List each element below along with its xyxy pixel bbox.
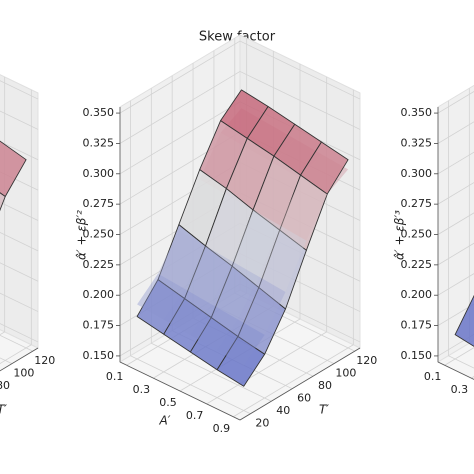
panel: 0.1500.1750.2000.2250.2500.2750.3000.325… xyxy=(0,74,55,417)
z-grid-line xyxy=(0,110,39,130)
z-grid-line xyxy=(119,101,241,175)
z-grid-line xyxy=(0,171,39,191)
z-grid-line xyxy=(437,91,474,114)
surface-patch xyxy=(216,336,266,387)
z-tick-label: 0.200 xyxy=(401,288,433,301)
axis-line xyxy=(119,361,241,421)
z-tick-label: 0.225 xyxy=(83,258,115,271)
z-grid-line xyxy=(437,182,474,205)
z-tick-label: 0.300 xyxy=(401,167,433,180)
z-grid-line xyxy=(437,151,474,175)
y-tick-label: 80 xyxy=(318,379,332,392)
x-tick-label: 0.3 xyxy=(451,383,469,396)
z-tick-label: 0.225 xyxy=(401,258,433,271)
x-tick-label: 0.9 xyxy=(213,422,231,435)
y-tick-label: 20 xyxy=(255,417,269,430)
x-tick-label: 0.1 xyxy=(106,370,124,383)
z-grid-line xyxy=(437,303,474,326)
z-axis-label: α̂′ + εβ′³ xyxy=(393,210,407,260)
x-tick-label: 0.7 xyxy=(186,409,204,422)
x-tick-label: 0.1 xyxy=(424,370,442,383)
y-axis-label: T′ xyxy=(319,403,329,417)
z-tick-label: 0.250 xyxy=(401,228,433,241)
z-grid-line xyxy=(0,323,39,343)
y-tick-label: 40 xyxy=(276,404,290,417)
surface-patch xyxy=(211,261,259,320)
y-tick-label: 120 xyxy=(356,354,377,367)
z-grid-line xyxy=(0,140,39,161)
panel: 0.150 0.175 0.200 0.225 0.250 0.275 0.300 0.325… xyxy=(393,84,474,396)
x-grid-line xyxy=(206,331,327,405)
y-grid-line xyxy=(130,355,251,415)
z-tick-label: 0.325 xyxy=(83,136,115,149)
x-grid-line xyxy=(0,344,32,365)
z-grid-line xyxy=(437,121,474,144)
y-tick-label: 120 xyxy=(34,354,55,367)
z-grid-line xyxy=(0,262,39,282)
surface-patch xyxy=(0,192,6,212)
surface-patch xyxy=(237,276,286,335)
panel: 0.150 0.175 0.200 0.225 0.250 0.275 0.300 0.325… xyxy=(75,34,377,435)
z-grid-line xyxy=(0,80,39,100)
z-grid-line xyxy=(437,273,474,296)
surface-patch xyxy=(217,319,265,366)
x-tick-label: 0.5 xyxy=(159,396,177,409)
y-tick-label: 100 xyxy=(335,367,356,380)
z-tick-label: 0.175 xyxy=(401,319,433,332)
y-tick-label: 80 xyxy=(0,379,10,392)
surface-patch xyxy=(190,304,238,351)
z-tick-label: 0.275 xyxy=(401,197,433,210)
z-grid-line xyxy=(0,292,39,312)
axis-line xyxy=(239,347,361,421)
y-axis-label: T′ xyxy=(0,403,7,417)
z-grid-line xyxy=(0,201,39,221)
z-grid-line xyxy=(437,242,474,266)
x-axis-label: A′ xyxy=(159,414,171,428)
surface-patch xyxy=(258,225,307,292)
x-tick-label: 0.3 xyxy=(133,383,151,396)
z-tick-label: 0.150 xyxy=(401,349,433,362)
z-tick-label: 0.200 xyxy=(83,288,115,301)
z-tick-label: 0.175 xyxy=(83,319,115,332)
z-grid-line xyxy=(437,333,474,357)
y-grid-line xyxy=(151,342,272,402)
surface-patch xyxy=(163,288,212,335)
z-tick-label: 0.350 xyxy=(83,106,115,119)
z-tick-label: 0.250 xyxy=(83,228,115,241)
y-tick-label: 100 xyxy=(13,367,34,380)
axis-line xyxy=(437,361,474,380)
x-grid-line xyxy=(444,347,474,366)
z-grid-line xyxy=(119,71,241,144)
surface-patch xyxy=(0,140,27,197)
y-grid-line xyxy=(0,334,33,352)
z-axis-label: α̂′ + εβ′² xyxy=(75,210,89,260)
z-tick-label: 0.350 xyxy=(401,106,433,119)
z-grid-line xyxy=(119,40,241,114)
z-tick-label: 0.325 xyxy=(401,136,433,149)
z-tick-label: 0.275 xyxy=(83,197,115,210)
surface-patch xyxy=(232,209,280,277)
surface-patch xyxy=(157,230,206,289)
z-tick-label: 0.300 xyxy=(83,167,115,180)
surface-patch xyxy=(454,294,474,347)
x-grid-line xyxy=(233,344,354,418)
y-tick-label: 60 xyxy=(297,392,311,405)
surface-patch xyxy=(184,246,233,305)
y-grid-line xyxy=(448,355,474,369)
surface-patch xyxy=(137,273,185,320)
pane-floor xyxy=(436,339,474,380)
surface-patch xyxy=(279,178,328,241)
axis-line xyxy=(0,347,39,372)
z-tick-label: 0.150 xyxy=(83,349,115,362)
z-grid-line xyxy=(437,212,474,235)
z-grid-line xyxy=(0,232,39,252)
